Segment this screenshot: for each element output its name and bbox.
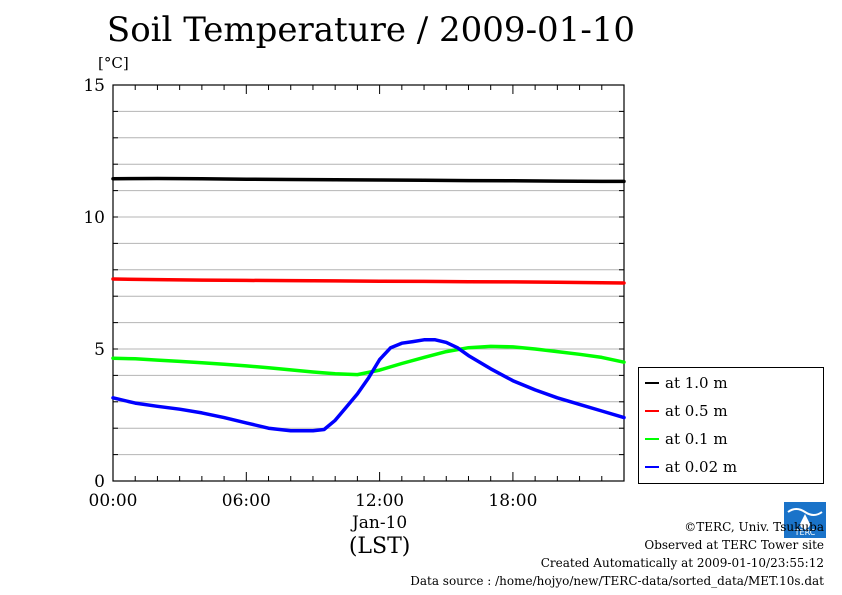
chart-title: Soil Temperature / 2009-01-10 bbox=[106, 10, 636, 50]
y-tick-label: 10 bbox=[83, 208, 105, 228]
legend-swatch bbox=[645, 382, 659, 384]
observed-site: Observed at TERC Tower site bbox=[644, 538, 824, 552]
legend-swatch bbox=[645, 410, 659, 412]
y-tick-label: 5 bbox=[94, 340, 105, 360]
legend-label: at 0.02 m bbox=[665, 458, 738, 476]
y-tick-label: 15 bbox=[83, 76, 105, 96]
terc-logo: TERC bbox=[784, 502, 826, 538]
legend: at 1.0 m at 0.5 m at 0.1 m at 0.02 m bbox=[638, 367, 824, 484]
x-tick-label: 00:00 bbox=[89, 491, 138, 511]
x-axis-label: (LST) bbox=[349, 534, 411, 559]
legend-item: at 0.02 m bbox=[645, 456, 737, 478]
legend-label: at 0.1 m bbox=[665, 430, 728, 448]
series-line-at-0-02-m bbox=[111, 338, 626, 433]
series-line-at-0-5-m bbox=[111, 277, 626, 285]
x-date-label: Jan-10 bbox=[350, 513, 407, 533]
legend-swatch bbox=[645, 466, 659, 468]
legend-item: at 1.0 m bbox=[645, 372, 728, 394]
created-timestamp: Created Automatically at 2009-01-10/23:5… bbox=[540, 556, 824, 570]
legend-swatch bbox=[645, 438, 659, 440]
legend-item: at 0.5 m bbox=[645, 400, 728, 422]
y-axis-unit: [°C] bbox=[98, 54, 129, 72]
legend-label: at 1.0 m bbox=[665, 374, 728, 392]
series-line-at-0-1-m bbox=[111, 344, 626, 377]
legend-label: at 0.5 m bbox=[665, 402, 728, 420]
x-tick-label: 18:00 bbox=[488, 491, 537, 511]
legend-item: at 0.1 m bbox=[645, 428, 728, 450]
x-tick-label: 12:00 bbox=[355, 491, 404, 511]
y-tick-label: 0 bbox=[94, 472, 105, 492]
data-source: Data source : /home/hojyo/new/TERC-data/… bbox=[410, 574, 824, 588]
logo-text: TERC bbox=[794, 528, 816, 537]
x-tick-label: 06:00 bbox=[222, 491, 271, 511]
copyright: ©TERC, Univ. Tsukuba bbox=[684, 520, 824, 534]
series-line-at-1-0-m bbox=[111, 176, 626, 184]
